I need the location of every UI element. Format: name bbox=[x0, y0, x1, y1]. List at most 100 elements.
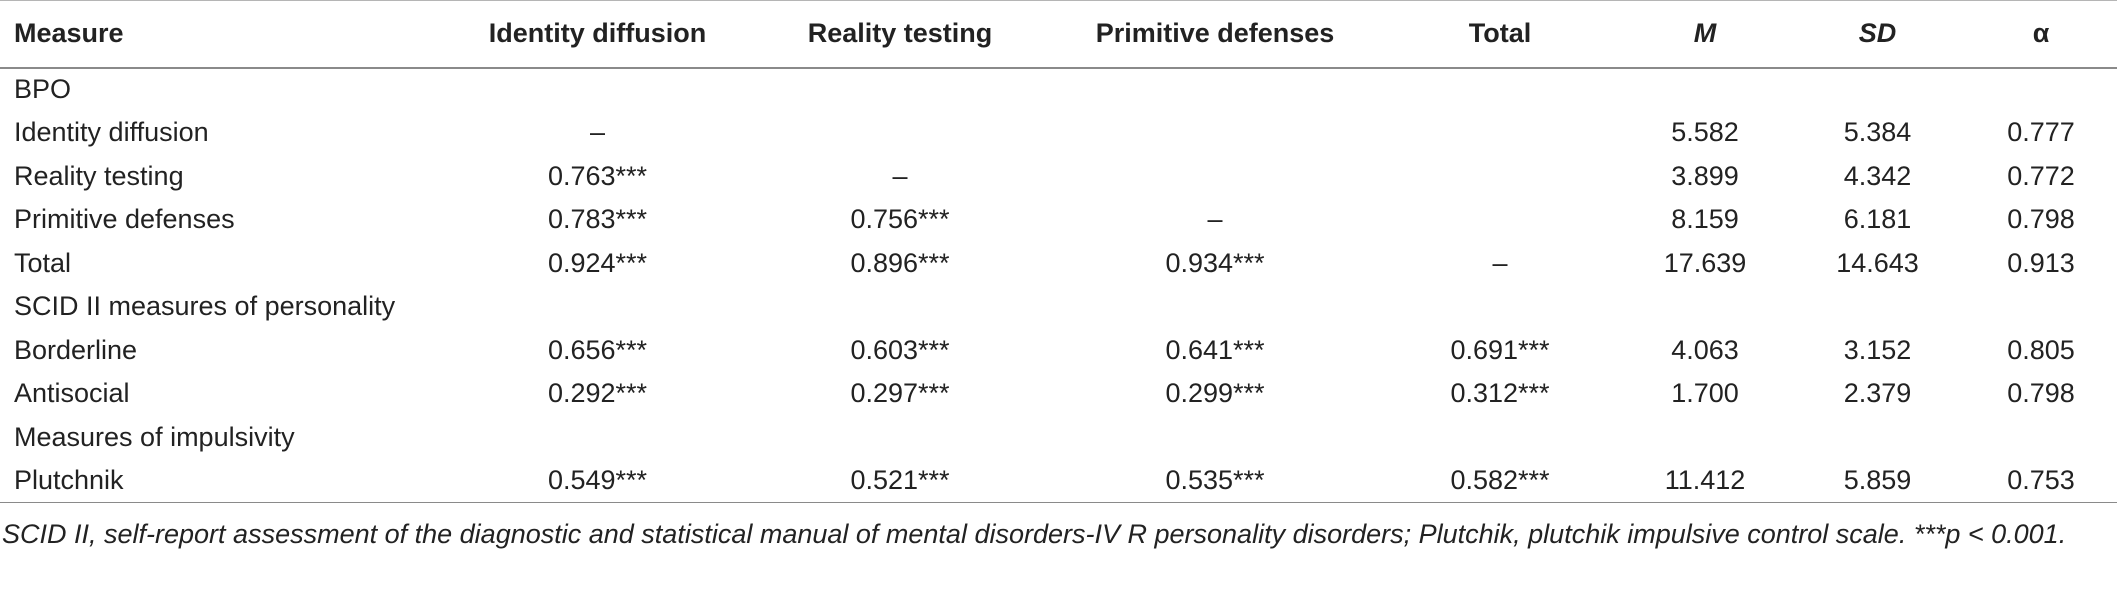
cell: 0.312*** bbox=[1450, 378, 1550, 409]
table-row: Primitive defenses 0.783*** 0.756*** – 8… bbox=[0, 198, 2117, 242]
cell: 17.639 bbox=[1663, 247, 1747, 278]
row-label: Primitive defenses bbox=[14, 204, 235, 235]
cell: 4.342 bbox=[1843, 160, 1912, 191]
table-footnote: SCID II, self-report assessment of the d… bbox=[2, 519, 2067, 549]
cell bbox=[1965, 285, 2117, 329]
table-row: Antisocial 0.292*** 0.297*** 0.299*** 0.… bbox=[0, 372, 2117, 416]
cell: 0.805 bbox=[2007, 334, 2075, 365]
cell: 1.700 bbox=[1671, 378, 1739, 409]
cell: 0.299*** bbox=[1165, 378, 1265, 409]
row-label: SCID II measures of personality bbox=[14, 291, 396, 322]
cell: – bbox=[589, 117, 606, 148]
cell: 6.181 bbox=[1843, 204, 1912, 235]
cell: 0.798 bbox=[2007, 378, 2075, 409]
cell bbox=[1380, 68, 1620, 112]
cell: 5.859 bbox=[1790, 459, 1965, 503]
header-primitive-defenses: Primitive defenses bbox=[1050, 0, 1380, 69]
row-label: Antisocial bbox=[14, 378, 130, 409]
header-mean: M bbox=[1620, 0, 1790, 69]
cell: 5.582 bbox=[1671, 117, 1739, 148]
row-label: Measures of impulsivity bbox=[14, 421, 295, 452]
cell: 5.384 bbox=[1843, 117, 1912, 148]
cell: 11.412 bbox=[1620, 459, 1790, 503]
row-label: Identity diffusion bbox=[14, 117, 209, 148]
cell bbox=[1050, 416, 1380, 460]
cell: 0.535*** bbox=[1050, 459, 1380, 503]
correlation-table: Measure Identity diffusion Reality testi… bbox=[0, 0, 2117, 503]
cell bbox=[1620, 68, 1790, 112]
row-label: BPO bbox=[14, 74, 72, 105]
cell: 0.603*** bbox=[850, 334, 950, 365]
cell: 0.772 bbox=[2007, 160, 2075, 191]
cell bbox=[1380, 198, 1620, 242]
cell bbox=[1965, 68, 2117, 112]
table-row: Borderline 0.656*** 0.603*** 0.641*** 0.… bbox=[0, 329, 2117, 373]
cell: 0.582*** bbox=[1380, 459, 1620, 503]
cell bbox=[1790, 416, 1965, 460]
cell: – bbox=[1207, 204, 1223, 235]
cell bbox=[1380, 416, 1620, 460]
cell bbox=[1790, 285, 1965, 329]
cell: 0.896*** bbox=[850, 247, 950, 278]
table-row: Identity diffusion – 5.582 5.384 0.777 bbox=[0, 111, 2117, 155]
cell bbox=[445, 285, 750, 329]
cell: – bbox=[1492, 247, 1508, 278]
cell bbox=[445, 68, 750, 112]
cell: 0.292*** bbox=[547, 378, 648, 409]
cell: 0.521*** bbox=[750, 459, 1050, 503]
cell: 0.753 bbox=[1965, 459, 2117, 503]
cell bbox=[1790, 68, 1965, 112]
cell bbox=[1620, 416, 1790, 460]
cell bbox=[1965, 416, 2117, 460]
header-identity-diffusion: Identity diffusion bbox=[445, 0, 750, 69]
cell: – bbox=[892, 160, 908, 191]
header-alpha: α bbox=[1965, 0, 2117, 69]
cell: 0.924*** bbox=[547, 247, 648, 278]
cell: 0.641*** bbox=[1165, 334, 1265, 365]
cell: 0.756*** bbox=[850, 204, 950, 235]
table-row: SCID II measures of personality bbox=[0, 285, 2117, 329]
cell: 0.549*** bbox=[445, 459, 750, 503]
cell: 0.777 bbox=[2007, 117, 2075, 148]
cell bbox=[1620, 285, 1790, 329]
cell bbox=[750, 416, 1050, 460]
table-row: Measures of impulsivity bbox=[0, 416, 2117, 460]
cell bbox=[1050, 111, 1380, 155]
cell bbox=[1050, 68, 1380, 112]
cell: 8.159 bbox=[1671, 204, 1739, 235]
cell bbox=[750, 285, 1050, 329]
table-row: Total 0.924*** 0.896*** 0.934*** – 17.63… bbox=[0, 242, 2117, 286]
cell: 4.063 bbox=[1671, 334, 1739, 365]
cell: 2.379 bbox=[1843, 378, 1912, 409]
cell: 3.899 bbox=[1671, 160, 1739, 191]
header-measure: Measure bbox=[0, 0, 445, 69]
cell bbox=[750, 111, 1050, 155]
row-label: Plutchnik bbox=[0, 459, 445, 503]
table-row: Reality testing 0.763*** – 3.899 4.342 0… bbox=[0, 155, 2117, 199]
header-sd: SD bbox=[1790, 0, 1965, 69]
cell: 0.913 bbox=[2007, 247, 2075, 278]
row-label: Reality testing bbox=[14, 160, 184, 191]
cell: 0.656*** bbox=[547, 334, 648, 365]
cell: 0.798 bbox=[2007, 204, 2075, 235]
cell bbox=[1380, 285, 1620, 329]
table-row: Plutchnik 0.549*** 0.521*** 0.535*** 0.5… bbox=[0, 459, 2117, 503]
cell bbox=[750, 68, 1050, 112]
row-label: Total bbox=[14, 247, 72, 278]
table-row: BPO bbox=[0, 68, 2117, 112]
cell bbox=[1050, 155, 1380, 199]
cell bbox=[1380, 155, 1620, 199]
cell: 0.763*** bbox=[547, 160, 648, 191]
cell bbox=[1380, 111, 1620, 155]
cell: 0.934*** bbox=[1165, 247, 1265, 278]
cell: 0.297*** bbox=[850, 378, 950, 409]
cell: 0.783*** bbox=[547, 204, 648, 235]
cell: 3.152 bbox=[1843, 334, 1912, 365]
table-header-row: Measure Identity diffusion Reality testi… bbox=[0, 0, 2117, 69]
cell bbox=[445, 416, 750, 460]
header-reality-testing: Reality testing bbox=[750, 0, 1050, 69]
cell: 14.643 bbox=[1836, 247, 1919, 278]
cell bbox=[1050, 285, 1380, 329]
header-total: Total bbox=[1380, 0, 1620, 69]
